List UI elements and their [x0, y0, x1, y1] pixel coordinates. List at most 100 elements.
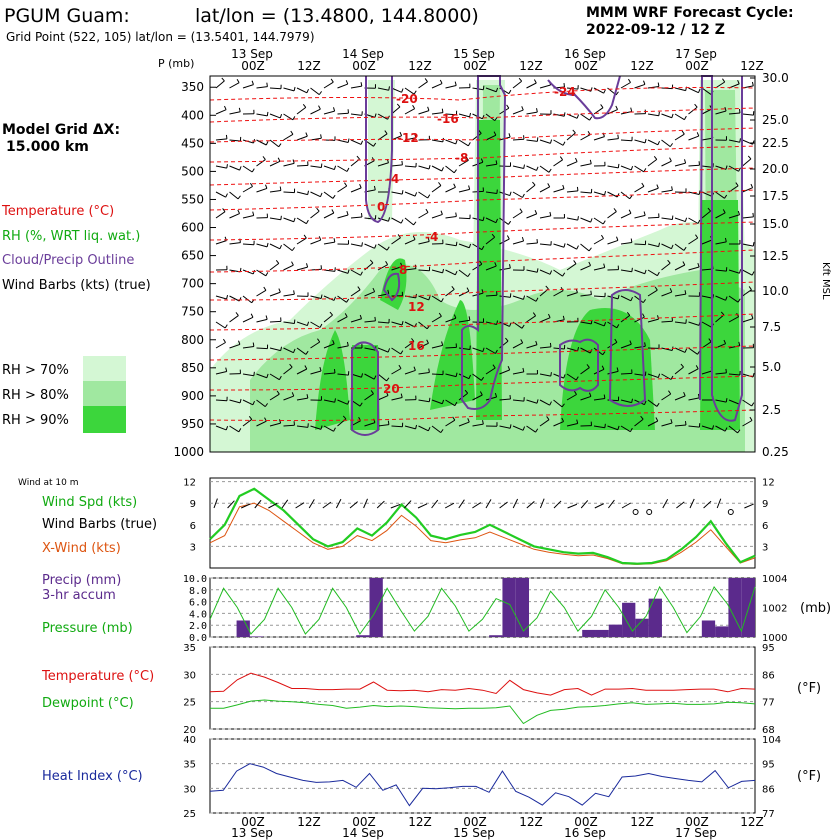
wind-barb	[418, 397, 431, 403]
pressure-tick-label: 700	[181, 277, 204, 291]
wind-barb	[215, 321, 228, 329]
kft-tick-label: 7.5	[762, 320, 781, 334]
surface-wind-barb	[553, 500, 562, 509]
wind-barb	[337, 313, 348, 323]
wind-barb	[674, 159, 687, 167]
wind-barb	[688, 87, 701, 94]
wind-barb	[742, 242, 755, 247]
pressure-tick-label: 1000	[762, 633, 787, 644]
wind-barb	[620, 369, 633, 375]
hour-label-top: 00Z	[241, 59, 265, 73]
wind-barb	[661, 157, 672, 167]
hour-label-bottom: 12Z	[630, 815, 654, 829]
wind-barb	[310, 425, 323, 430]
wind-barb	[242, 313, 254, 323]
wind-barb	[593, 161, 606, 167]
wind-barb	[499, 235, 510, 245]
wind-barb	[715, 267, 728, 272]
pressure-tick-label: 1002	[762, 604, 787, 615]
wind-barb	[337, 295, 350, 303]
wind-barb	[269, 288, 281, 297]
wind-barb	[566, 390, 577, 401]
right-tick-label: 77	[762, 698, 775, 709]
wind-barb	[688, 365, 699, 375]
wind-barb	[377, 318, 390, 324]
wind-barb	[269, 419, 282, 427]
wind-barb	[337, 138, 350, 143]
wind-barb	[566, 216, 579, 221]
wind-barb	[485, 87, 499, 93]
hour-label-bottom: 12Z	[740, 815, 764, 829]
legend-temperature: Temperature (°C)	[1, 204, 114, 219]
surface-wind-barb	[539, 498, 545, 509]
left-tick-label: 40	[183, 735, 196, 746]
wind-barb	[499, 424, 512, 429]
isotherm-1	[209, 87, 756, 101]
pressure-tick-label: 450	[181, 136, 204, 150]
wind-barb	[674, 319, 687, 324]
left-tick-label: 35	[183, 643, 196, 654]
wind-barb	[256, 417, 267, 427]
wind-barb	[296, 190, 310, 196]
wind-barb	[715, 368, 727, 375]
cycle-label: MMM WRF Forecast Cycle:	[586, 5, 794, 21]
wind-barb	[539, 110, 552, 115]
surface-wind-barb	[580, 500, 589, 509]
wind-barb	[418, 266, 431, 272]
precip-bar	[715, 626, 729, 637]
legend-wind-barbs: Wind Barbs (kts) (true)	[2, 278, 151, 293]
wind-barb	[418, 425, 431, 432]
wind-barb	[337, 269, 350, 274]
wind-barb	[377, 373, 390, 382]
surface-wind-barb	[716, 498, 722, 509]
wind-barb	[283, 363, 293, 375]
wind-barb	[742, 155, 752, 167]
wind-barb	[728, 425, 741, 434]
wind-spd-line	[209, 487, 756, 565]
pressure-label: Pressure (mb)	[42, 621, 133, 636]
wind-barb	[310, 294, 323, 299]
wind-barb	[620, 425, 633, 433]
wind-barb	[647, 286, 658, 297]
date-label-bottom: 17 Sep	[675, 826, 717, 840]
wind-barb	[269, 215, 282, 221]
wind-barb	[512, 397, 525, 402]
date-label-bottom: 14 Sep	[342, 826, 384, 840]
wind-barb	[742, 269, 755, 276]
wind-barb	[499, 395, 511, 401]
right-tick-label: 9	[762, 499, 768, 510]
wind-barb	[256, 242, 269, 248]
wind-barb	[296, 217, 309, 225]
heat-index-panel: 25 77 30 86 35 95 40 104	[183, 735, 781, 820]
wind-barb	[458, 139, 471, 147]
wind-barb	[512, 367, 525, 375]
wind-barb	[458, 389, 469, 401]
precip-bar	[356, 635, 370, 637]
wind-barb	[607, 338, 618, 349]
wind-barb	[634, 415, 644, 427]
wind-barb	[242, 211, 255, 219]
hour-label-top: 12Z	[519, 59, 543, 73]
isotherm-4	[209, 145, 756, 163]
wind-barb	[229, 369, 241, 375]
wind-barb	[323, 191, 336, 199]
wind-barb	[512, 106, 524, 115]
pressure-tick-label: 400	[181, 108, 204, 122]
wind-barb	[566, 85, 579, 90]
wind-barb	[256, 286, 267, 297]
surface-wind-barb	[417, 503, 428, 509]
temp-label-m16: -16	[437, 112, 459, 126]
wind-barb	[391, 160, 403, 167]
wind-barb	[404, 104, 416, 115]
wind-barb	[728, 269, 742, 274]
wind-barb	[310, 396, 322, 401]
wind-barb	[310, 191, 323, 198]
wind-barb	[337, 399, 350, 405]
left-tick-label: 12	[183, 478, 196, 489]
precip-bar	[648, 598, 662, 637]
wind-barb	[580, 87, 593, 92]
wind-barb	[539, 372, 552, 377]
temp-label-m12: -12	[397, 131, 419, 145]
wind-barb	[242, 269, 256, 275]
precip-bar	[502, 578, 516, 637]
